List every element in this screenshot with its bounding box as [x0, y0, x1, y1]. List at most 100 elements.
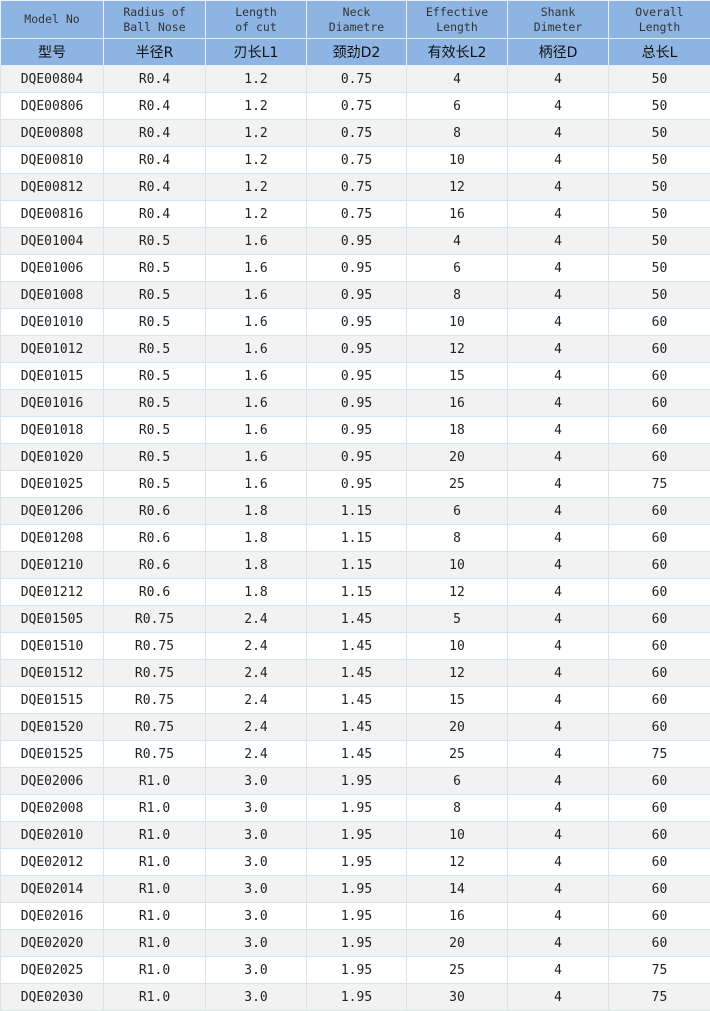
- header-length-of-cut: Length of cut: [206, 1, 307, 39]
- cell-length-of-cut: 3.0: [206, 957, 307, 984]
- cell-model-no: DQE00808: [1, 120, 104, 147]
- cell-length-of-cut: 2.4: [206, 660, 307, 687]
- cell-model-no: DQE01018: [1, 417, 104, 444]
- cell-overall-length: 60: [609, 498, 710, 525]
- cell-length-of-cut: 1.6: [206, 390, 307, 417]
- cell-overall-length: 60: [609, 687, 710, 714]
- cell-shank-diameter: 4: [508, 606, 609, 633]
- cell-neck-diameter: 0.95: [307, 282, 407, 309]
- header-cn-radius: 半径R: [104, 39, 206, 66]
- cell-shank-diameter: 4: [508, 957, 609, 984]
- cell-model-no: DQE02006: [1, 768, 104, 795]
- cell-neck-diameter: 1.95: [307, 957, 407, 984]
- header-cn-effective-length: 有效长L2: [407, 39, 508, 66]
- cell-shank-diameter: 4: [508, 876, 609, 903]
- cell-length-of-cut: 3.0: [206, 876, 307, 903]
- cell-model-no: DQE00804: [1, 66, 104, 93]
- cell-length-of-cut: 2.4: [206, 741, 307, 768]
- cell-neck-diameter: 0.75: [307, 201, 407, 228]
- cell-effective-length: 6: [407, 498, 508, 525]
- cell-neck-diameter: 0.75: [307, 66, 407, 93]
- cell-radius: R1.0: [104, 957, 206, 984]
- cell-model-no: DQE01512: [1, 660, 104, 687]
- cell-shank-diameter: 4: [508, 309, 609, 336]
- cell-neck-diameter: 1.45: [307, 606, 407, 633]
- cell-shank-diameter: 4: [508, 768, 609, 795]
- cell-radius: R0.6: [104, 498, 206, 525]
- header-cn-model-no: 型号: [1, 39, 104, 66]
- cell-shank-diameter: 4: [508, 984, 609, 1011]
- cell-radius: R0.5: [104, 336, 206, 363]
- cell-length-of-cut: 3.0: [206, 795, 307, 822]
- cell-neck-diameter: 0.95: [307, 228, 407, 255]
- cell-shank-diameter: 4: [508, 282, 609, 309]
- cell-model-no: DQE01008: [1, 282, 104, 309]
- cell-length-of-cut: 2.4: [206, 633, 307, 660]
- cell-neck-diameter: 0.75: [307, 120, 407, 147]
- cell-model-no: DQE01025: [1, 471, 104, 498]
- cell-neck-diameter: 0.95: [307, 363, 407, 390]
- cell-radius: R1.0: [104, 930, 206, 957]
- cell-neck-diameter: 0.95: [307, 417, 407, 444]
- cell-model-no: DQE01210: [1, 552, 104, 579]
- cell-radius: R0.6: [104, 552, 206, 579]
- cell-radius: R0.5: [104, 390, 206, 417]
- cell-shank-diameter: 4: [508, 201, 609, 228]
- cell-length-of-cut: 1.8: [206, 525, 307, 552]
- cell-overall-length: 50: [609, 174, 710, 201]
- cell-shank-diameter: 4: [508, 930, 609, 957]
- cell-overall-length: 60: [609, 849, 710, 876]
- cell-model-no: DQE00810: [1, 147, 104, 174]
- cell-neck-diameter: 0.95: [307, 390, 407, 417]
- cell-length-of-cut: 3.0: [206, 822, 307, 849]
- cell-overall-length: 60: [609, 606, 710, 633]
- cell-model-no: DQE01208: [1, 525, 104, 552]
- cell-neck-diameter: 1.15: [307, 552, 407, 579]
- cell-effective-length: 25: [407, 741, 508, 768]
- cell-neck-diameter: 1.45: [307, 687, 407, 714]
- cell-overall-length: 60: [609, 660, 710, 687]
- cell-shank-diameter: 4: [508, 822, 609, 849]
- cell-model-no: DQE01015: [1, 363, 104, 390]
- cell-neck-diameter: 1.95: [307, 930, 407, 957]
- cell-length-of-cut: 1.2: [206, 174, 307, 201]
- cell-length-of-cut: 1.8: [206, 498, 307, 525]
- cell-shank-diameter: 4: [508, 687, 609, 714]
- cell-neck-diameter: 1.95: [307, 795, 407, 822]
- cell-model-no: DQE02030: [1, 984, 104, 1011]
- cell-effective-length: 20: [407, 444, 508, 471]
- header-overall-length: Overall Length: [609, 1, 710, 39]
- cell-length-of-cut: 1.6: [206, 444, 307, 471]
- cell-radius: R0.4: [104, 201, 206, 228]
- cell-shank-diameter: 4: [508, 660, 609, 687]
- cell-shank-diameter: 4: [508, 93, 609, 120]
- cell-radius: R0.5: [104, 417, 206, 444]
- header-cn-length-of-cut: 刃长L1: [206, 39, 307, 66]
- cell-overall-length: 60: [609, 525, 710, 552]
- cell-shank-diameter: 4: [508, 849, 609, 876]
- cell-radius: R0.5: [104, 471, 206, 498]
- cell-length-of-cut: 1.6: [206, 309, 307, 336]
- cell-overall-length: 50: [609, 147, 710, 174]
- cell-model-no: DQE02014: [1, 876, 104, 903]
- cell-overall-length: 50: [609, 255, 710, 282]
- cell-radius: R0.5: [104, 444, 206, 471]
- cell-effective-length: 12: [407, 336, 508, 363]
